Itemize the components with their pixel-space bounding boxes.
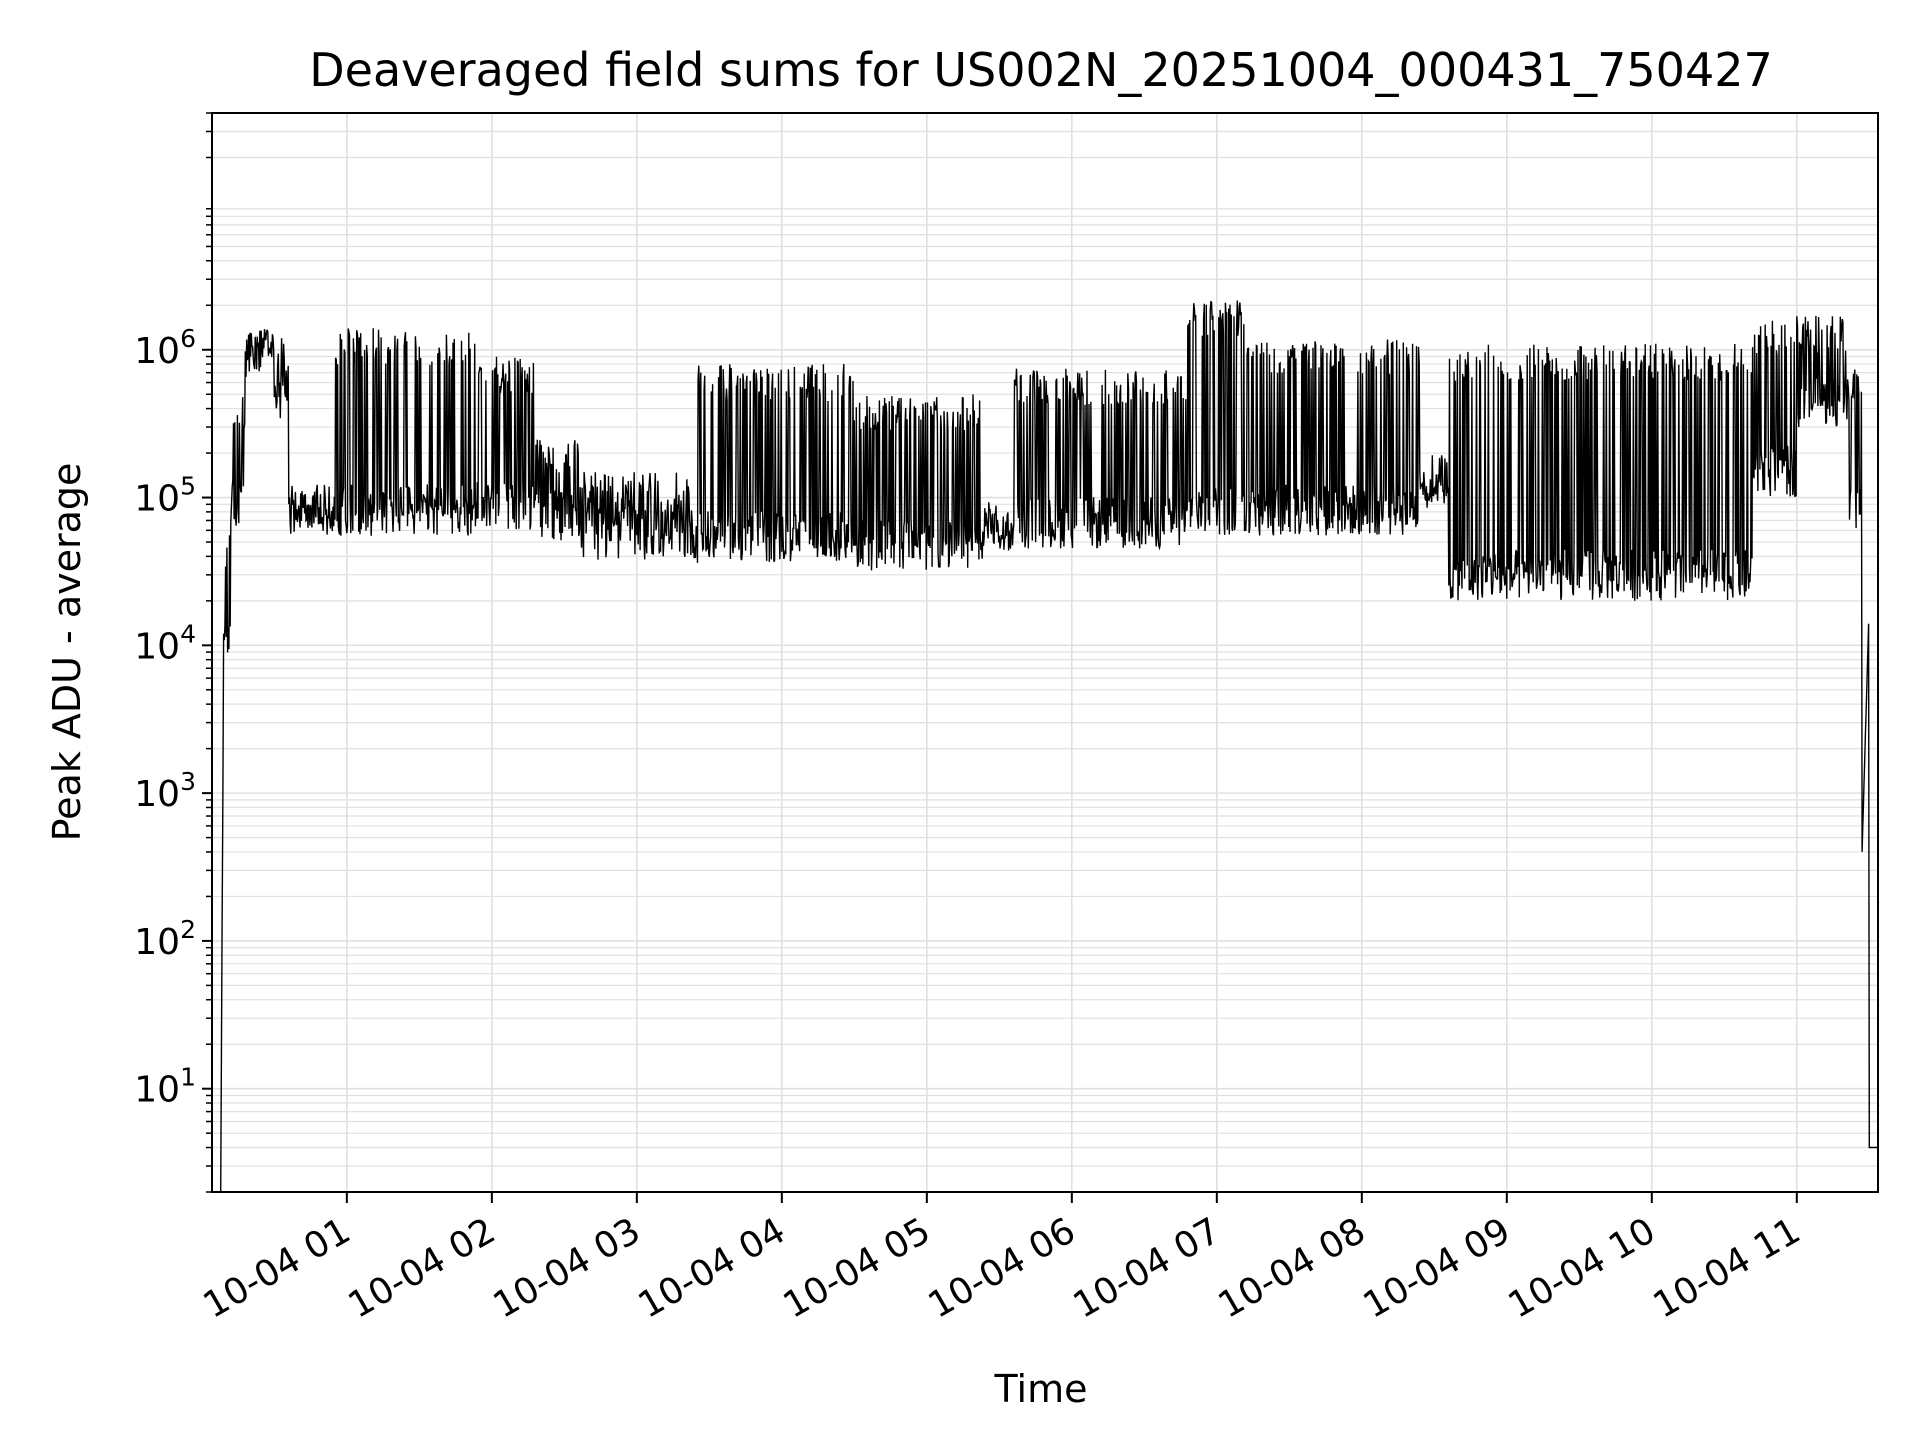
data-series	[219, 300, 1878, 1193]
y-tick-label: 101	[134, 1063, 196, 1111]
y-tick-label: 106	[134, 324, 196, 372]
y-tick-label: 105	[134, 472, 196, 520]
x-axis-label: Time	[994, 1367, 1088, 1411]
grid-lines	[212, 112, 1878, 1193]
y-axis-label: Peak ADU - average	[45, 463, 89, 842]
y-tick-label: 104	[134, 619, 196, 667]
chart-title: Deaveraged field sums for US002N_2025100…	[309, 43, 1773, 97]
y-tick-label: 103	[134, 767, 196, 815]
series-line	[219, 300, 1878, 1193]
y-axis-ticks: 101 102 103 104 105 106	[134, 112, 212, 1193]
y-tick-label: 102	[134, 915, 196, 963]
